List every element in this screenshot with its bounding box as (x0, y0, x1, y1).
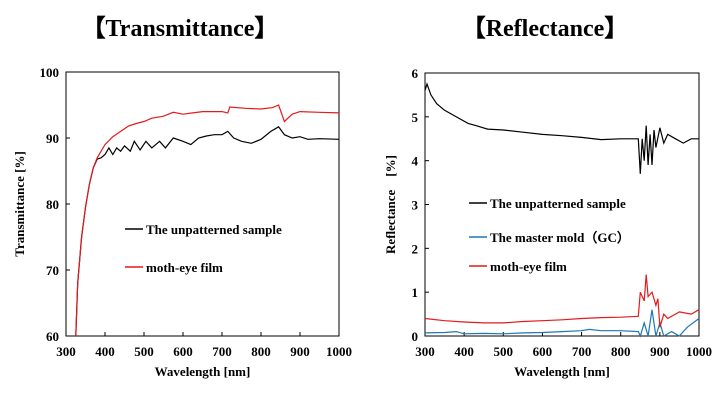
x-tick-label: 400 (95, 344, 115, 359)
y-tick-label: 80 (46, 197, 59, 212)
y-tick-label: 70 (46, 263, 59, 278)
x-tick-label: 1000 (686, 344, 712, 359)
y-tick-label: 0 (412, 329, 419, 344)
y-tick-label: 4 (412, 154, 419, 169)
series-line-the-unpatterned-sample (424, 82, 699, 174)
series-line-the-master-mold-gc- (424, 309, 700, 338)
legend-label: The master mold（GC） (490, 230, 630, 245)
y-axis-label: Transmittance [%] (12, 151, 27, 257)
x-tick-label: 300 (415, 344, 435, 359)
chart-title: 【Transmittance】 (82, 15, 279, 42)
y-tick-label: 90 (46, 131, 59, 146)
x-tick-label: 500 (494, 344, 514, 359)
x-tick-label: 700 (212, 344, 232, 359)
x-tick-label: 700 (572, 344, 592, 359)
legend-label: The unpatterned sample (146, 222, 282, 237)
x-tick-label: 800 (251, 344, 271, 359)
y-axis-label: Reflectance [%] (383, 155, 398, 254)
y-tick-label: 60 (46, 329, 59, 344)
x-axis-label: Wavelength [nm] (514, 364, 610, 379)
legend-label: The unpatterned sample (490, 196, 626, 211)
y-tick-label: 3 (412, 198, 419, 213)
y-tick-label: 100 (40, 65, 60, 80)
series-line-moth-eye-film (424, 274, 700, 328)
x-tick-label: 400 (454, 344, 474, 359)
x-tick-label: 1000 (326, 344, 352, 359)
x-tick-label: 900 (290, 344, 310, 359)
x-tick-label: 800 (611, 344, 631, 359)
legend-label: moth-eye film (490, 259, 567, 274)
x-axis-label: Wavelength [nm] (155, 364, 251, 379)
legend-label: moth-eye film (146, 260, 223, 275)
x-tick-label: 500 (134, 344, 154, 359)
y-tick-label: 6 (412, 66, 419, 81)
y-tick-label: 1 (412, 285, 419, 300)
series-line-the-unpatterned-sample (75, 126, 340, 337)
x-tick-label: 600 (533, 344, 553, 359)
x-tick-label: 600 (173, 344, 193, 359)
reflectance-chart: 【Reflectance】 300 400 500 600 700 800 900 1000 0 1… (383, 15, 712, 379)
y-tick-label: 5 (412, 110, 419, 125)
series-line-moth-eye-film (75, 104, 340, 337)
x-tick-label: 900 (650, 344, 670, 359)
x-tick-label: 300 (56, 344, 76, 359)
transmittance-chart: 【Transmittance】 300 400 500 600 700 800 900 1000… (12, 15, 352, 379)
chart-title: 【Reflectance】 (462, 15, 629, 42)
y-tick-label: 2 (412, 241, 419, 256)
